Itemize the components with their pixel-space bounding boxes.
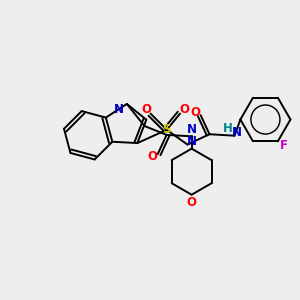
Text: N: N <box>187 123 196 136</box>
Text: O: O <box>148 150 158 164</box>
Text: N: N <box>114 103 124 116</box>
Text: O: O <box>190 106 200 118</box>
Text: N: N <box>187 135 196 148</box>
Text: O: O <box>141 103 151 116</box>
Text: H: H <box>223 122 233 135</box>
Text: S: S <box>163 123 171 136</box>
Text: F: F <box>280 139 288 152</box>
Text: O: O <box>179 103 189 116</box>
Text: N: N <box>232 126 242 139</box>
Text: O: O <box>187 196 196 209</box>
